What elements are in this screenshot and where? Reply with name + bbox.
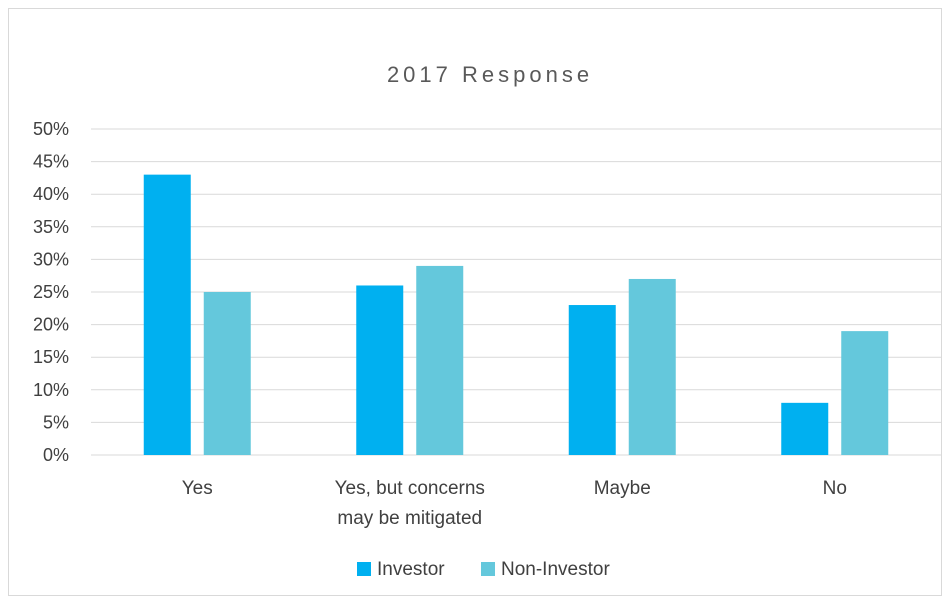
y-tick-label: 20% [33,315,69,335]
y-tick-label: 30% [33,249,69,269]
legend-swatch [481,562,495,576]
legend-swatch [357,562,371,576]
x-category-label: Maybe [594,478,651,499]
y-tick-label: 10% [33,380,69,400]
y-tick-label: 35% [33,217,69,237]
bar-non-investor [628,278,676,455]
chart-container: 2017 Response 0% 5% 10% 15% 20% 25% 30% 35% 40% 4… [8,8,942,596]
bars [143,174,889,455]
y-axis-ticks: 0% 5% 10% 15% 20% 25% 30% 35% 40% 45% 50% [33,119,69,465]
bar-investor [568,305,616,455]
legend-label: Investor [377,559,445,580]
legend-label: Non-Investor [501,559,610,580]
legend: Investor Non-Investor [357,559,610,580]
bar-investor [356,285,404,455]
y-tick-label: 40% [33,184,69,204]
y-tick-label: 50% [33,119,69,139]
y-tick-label: 45% [33,152,69,172]
y-tick-label: 0% [43,445,69,465]
chart-title: 2017 Response [387,62,593,87]
y-tick-label: 25% [33,282,69,302]
y-tick-label: 5% [43,412,69,432]
bar-investor [781,402,829,455]
bar-chart: 2017 Response 0% 5% 10% 15% 20% 25% 30% 35% 40% 4… [33,62,941,580]
x-category-label: Yes, but concerns [335,478,485,499]
bar-investor [143,174,191,455]
x-category-label: may be mitigated [337,508,482,529]
x-category-label: Yes [182,478,213,499]
bar-non-investor [416,265,464,455]
x-axis-categories: Yes Yes, but concerns may be mitigated Mayb… [182,478,847,529]
bar-non-investor [203,292,251,455]
x-category-label: No [823,478,847,499]
bar-non-investor [841,331,889,455]
y-tick-label: 15% [33,347,69,367]
